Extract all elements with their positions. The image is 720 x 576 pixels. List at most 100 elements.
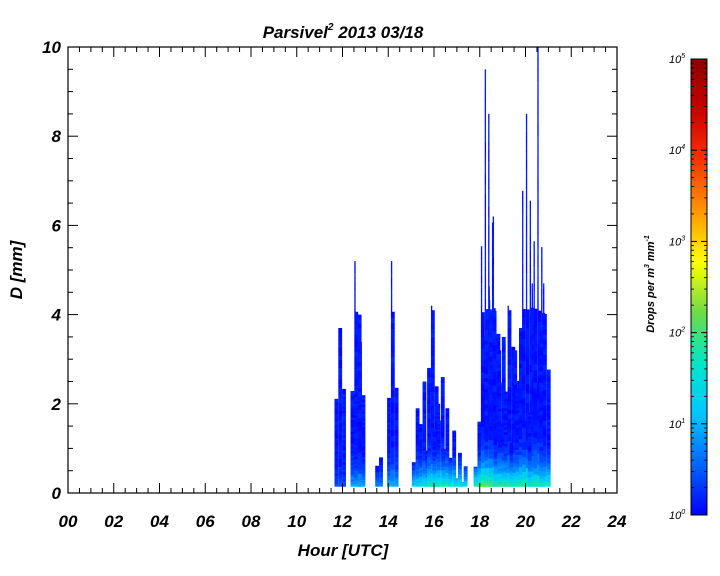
drop-bin [458,461,462,463]
drop-bin [533,412,538,420]
drop-bin [415,466,420,470]
drop-bin [513,418,518,423]
drop-bin [353,479,358,483]
drop-bin [501,475,506,480]
drop-bin [418,476,423,479]
drop-bin [342,388,346,392]
drop-bin [361,456,366,460]
drop-bin [418,480,423,483]
drop-bin [511,364,516,369]
drop-bin [515,474,520,477]
drop-bin [350,419,355,423]
drop-bin [418,431,423,434]
drop-bin [533,455,538,463]
drop-bin [387,473,391,476]
drop-bin [361,458,366,462]
drop-bin [422,391,427,395]
drop-bin [498,444,502,448]
drop-bin [511,416,516,421]
drop-bin [484,366,489,371]
drop-bin [338,403,343,408]
drop-bin [488,351,493,357]
drop-bin [492,277,495,285]
drop-bin [415,460,420,464]
drop-bin [437,469,441,472]
drop-bin [427,412,431,416]
drop-bin [394,469,399,472]
drop-bin [509,454,514,457]
drop-bin [394,414,399,418]
drop-bin [484,396,489,401]
drop-bin [519,367,523,372]
drop-bin [496,333,501,339]
drop-bin [473,467,478,469]
drop-bin [458,473,462,476]
drop-bin [501,467,506,472]
drop-bin [515,444,520,448]
drop-bin [484,370,489,375]
drop-bin [463,479,468,481]
drop-bin [509,474,514,476]
drop-bin [415,423,420,427]
drop-bin [432,436,437,439]
drop-bin [354,373,359,380]
drop-bin [539,402,544,408]
drop-bin [513,394,518,399]
drop-bin [434,396,439,400]
drop-bin [498,426,502,430]
drop-bin [338,450,343,456]
drop-bin [334,436,339,439]
drop-bin [522,478,526,487]
drop-bin [334,444,339,448]
drop-bin [546,460,551,464]
drop-bin [501,381,506,386]
drop-bin [539,339,544,344]
drop-bin [342,442,346,446]
drop-bin [480,246,483,253]
drop-bin [458,468,462,470]
drop-bin [543,349,547,355]
drop-bin [473,483,478,485]
drop-bin [427,409,431,413]
drop-bin [441,476,446,478]
drop-bin [452,469,457,472]
drop-bin [357,327,362,333]
drop-bin [422,397,427,401]
drop-bin [488,360,493,366]
drop-bin [390,424,395,431]
drop-bin [334,473,339,476]
drop-bin [353,449,358,453]
drop-bin [354,345,359,352]
drop-bin [375,473,380,475]
drop-bin [492,310,497,319]
drop-bin [509,478,514,481]
drop-bin [334,420,339,424]
drop-bin [527,475,532,478]
drop-bin [441,482,446,484]
drop-bin [513,465,518,470]
drop-bin [537,145,539,158]
drop-bin [463,478,468,480]
drop-bin [525,383,530,394]
drop-bin [537,134,539,147]
drop-bin [350,443,355,447]
drop-bin [491,255,494,263]
drop-bin [418,456,423,459]
drop-bin [503,422,508,426]
drop-bin [478,471,483,474]
drop-bin [478,465,483,467]
drop-bin [525,123,528,133]
drop-bin [503,417,508,421]
drop-bin [390,452,395,459]
drop-bin [422,462,427,466]
drop-bin [418,428,423,431]
drop-bin [448,474,453,476]
drop-bin [522,368,526,376]
drop-bin [484,111,487,122]
drop-bin [415,419,420,423]
drop-bin [507,427,512,433]
drop-bin [503,474,508,478]
drop-bin [478,461,483,463]
drop-bin [473,466,478,468]
drop-bin [394,405,399,408]
